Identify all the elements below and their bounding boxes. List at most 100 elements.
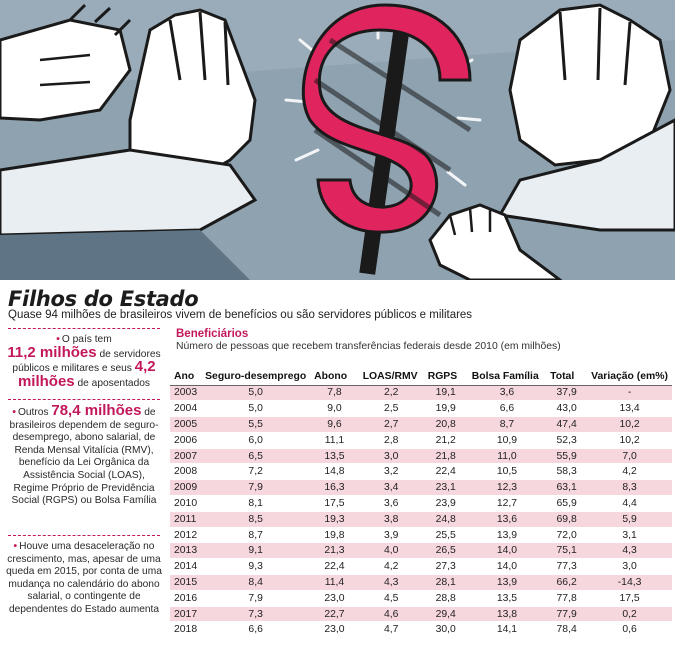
table-cell: 13,5 — [467, 590, 547, 607]
table-cell: 8,7 — [201, 527, 311, 544]
table-cell: 2008 — [170, 463, 202, 481]
table-cell: 13,5 — [310, 448, 359, 465]
col-header: RGPS — [423, 368, 468, 386]
table-row: 2014 9,3 22,4 4,2 27,3 14,0 77,3 3,0 — [170, 558, 672, 576]
sidebar-block-servants: • O país tem 11,2 milhões de servidores p… — [6, 329, 162, 399]
table-cell: 16,3 — [310, 479, 359, 497]
table-cell: 2,2 — [358, 385, 424, 402]
table-cell: 72,0 — [546, 527, 588, 544]
table-cell: 6,6 — [467, 400, 547, 418]
table-row: 2012 8,7 19,8 3,9 25,5 13,9 72,0 3,1 — [170, 527, 672, 544]
table-title: Beneficiários — [176, 328, 249, 340]
table-cell: 6,6 — [201, 621, 311, 639]
table-cell: 10,9 — [467, 432, 547, 449]
table-cell: 27,3 — [423, 558, 468, 576]
table-cell: 5,0 — [201, 400, 311, 418]
table-cell: 66,2 — [546, 574, 588, 591]
table-cell: 37,9 — [546, 385, 588, 402]
table-cell: 17,5 — [310, 495, 359, 512]
table-row: 2008 7,2 14,8 3,2 22,4 10,5 58,3 4,2 — [170, 463, 672, 481]
table-row: 2017 7,3 22,7 4,6 29,4 13,8 77,9 0,2 — [170, 606, 672, 623]
table-cell: 23,1 — [423, 479, 468, 497]
block1-text1: de servidores públicos e militares e seu… — [12, 348, 161, 375]
col-header: LOAS/RMV — [358, 368, 424, 386]
bullet-icon: • — [13, 541, 18, 552]
col-header: Seguro-desemprego — [201, 368, 311, 386]
table-cell: 28,1 — [423, 574, 468, 591]
left-hand-icon — [0, 3, 132, 122]
block2-text: de brasileiros dependem de seguro-desemp… — [9, 407, 159, 507]
table-row: 2004 5,0 9,0 2,5 19,9 6,6 43,0 13,4 — [170, 400, 672, 418]
table-cell: 78,4 — [546, 621, 588, 639]
table-row: 2007 6,5 13,5 3,0 21,8 11,0 55,9 7,0 — [170, 448, 672, 465]
divider — [8, 399, 160, 400]
divider — [8, 328, 160, 329]
table-cell: 13,4 — [587, 400, 672, 418]
table-cell: 5,9 — [587, 511, 672, 528]
table-cell: 13,9 — [467, 527, 547, 544]
table-row: 2010 8,1 17,5 3,6 23,9 12,7 65,9 4,4 — [170, 495, 672, 512]
table-cell: 65,9 — [546, 495, 588, 512]
table-row: 2003 5,0 7,8 2,2 19,1 3,6 37,9- — [170, 385, 672, 402]
table-cell: 2,5 — [358, 400, 424, 418]
table-cell: 19,9 — [423, 400, 468, 418]
table-cell: 2011 — [170, 511, 202, 528]
table-cell: 3,2 — [358, 463, 424, 481]
table-cell: 75,1 — [546, 542, 588, 560]
table-cell: 21,2 — [423, 432, 468, 449]
col-header: Ano — [170, 368, 202, 386]
table-cell: 2018 — [170, 621, 202, 639]
table-cell: 4,0 — [358, 542, 424, 560]
bullet-icon: • — [12, 407, 16, 418]
table-cell: 22,4 — [423, 463, 468, 481]
table-cell: 2013 — [170, 542, 202, 560]
block1-text2: de aposentados — [77, 377, 151, 389]
table-cell: 3,0 — [587, 558, 672, 576]
table-row: 2016 7,9 23,0 4,5 28,8 13,5 77,8 17,5 — [170, 590, 672, 607]
table-cell: 4,6 — [358, 606, 424, 623]
table-cell: 10,2 — [587, 416, 672, 433]
col-header: Total — [546, 368, 588, 386]
table-row: 2006 6,0 11,1 2,8 21,2 10,9 52,3 10,2 — [170, 432, 672, 449]
block1-number-servants: 11,2 milhões — [7, 343, 97, 361]
table-cell: 3,1 — [587, 527, 672, 544]
table-cell: 9,1 — [201, 542, 311, 560]
table-cell: 14,1 — [467, 621, 547, 639]
table-cell: 3,6 — [358, 495, 424, 512]
small-hand-icon — [428, 203, 563, 280]
table-cell: 7,3 — [201, 606, 311, 623]
left-open-hand-icon — [0, 8, 258, 237]
table-cell: 55,9 — [546, 448, 588, 465]
table-header: Beneficiários Número de pessoas que rece… — [168, 328, 673, 352]
block2-number: 78,4 milhões — [51, 402, 142, 419]
table-cell: 2012 — [170, 527, 202, 544]
table-cell: 6,5 — [201, 448, 311, 465]
table-cell: 47,4 — [546, 416, 588, 433]
beneficiaries-table: Ano Seguro-desemprego Abono LOAS/RMV RGP… — [170, 368, 672, 639]
table-cell: 7,9 — [201, 590, 311, 607]
table-cell: 7,9 — [201, 479, 311, 497]
col-header: Variação (em%) — [587, 368, 672, 386]
table-cell: -14,3 — [587, 574, 672, 591]
table-cell: 3,8 — [358, 511, 424, 528]
table-cell: 24,8 — [423, 511, 468, 528]
table-cell: 2009 — [170, 479, 202, 497]
dollar-sign-icon — [301, 3, 472, 275]
table-cell: 7,2 — [201, 463, 311, 481]
hands-dollar-illustration — [0, 0, 675, 280]
table-cell: 52,3 — [546, 432, 588, 449]
table-cell: 43,0 — [546, 400, 588, 418]
table-cell: 2015 — [170, 574, 202, 591]
table-cell: 20,8 — [423, 416, 468, 433]
table-cell: 23,0 — [310, 590, 359, 607]
sidebar-block-dependents: • Outros 78,4 milhões de brasileiros depe… — [6, 400, 162, 535]
table-cell: 11,4 — [310, 574, 359, 591]
table-cell: 14,0 — [467, 542, 547, 560]
table-cell: 23,0 — [310, 621, 359, 639]
table-cell: 4,3 — [358, 574, 424, 591]
table-cell: 17,5 — [587, 590, 672, 607]
table-cell: 8,4 — [201, 574, 311, 591]
table-cell: 12,7 — [467, 495, 547, 512]
table-cell: 4,2 — [587, 463, 672, 481]
table-cell: 4,7 — [358, 621, 424, 639]
